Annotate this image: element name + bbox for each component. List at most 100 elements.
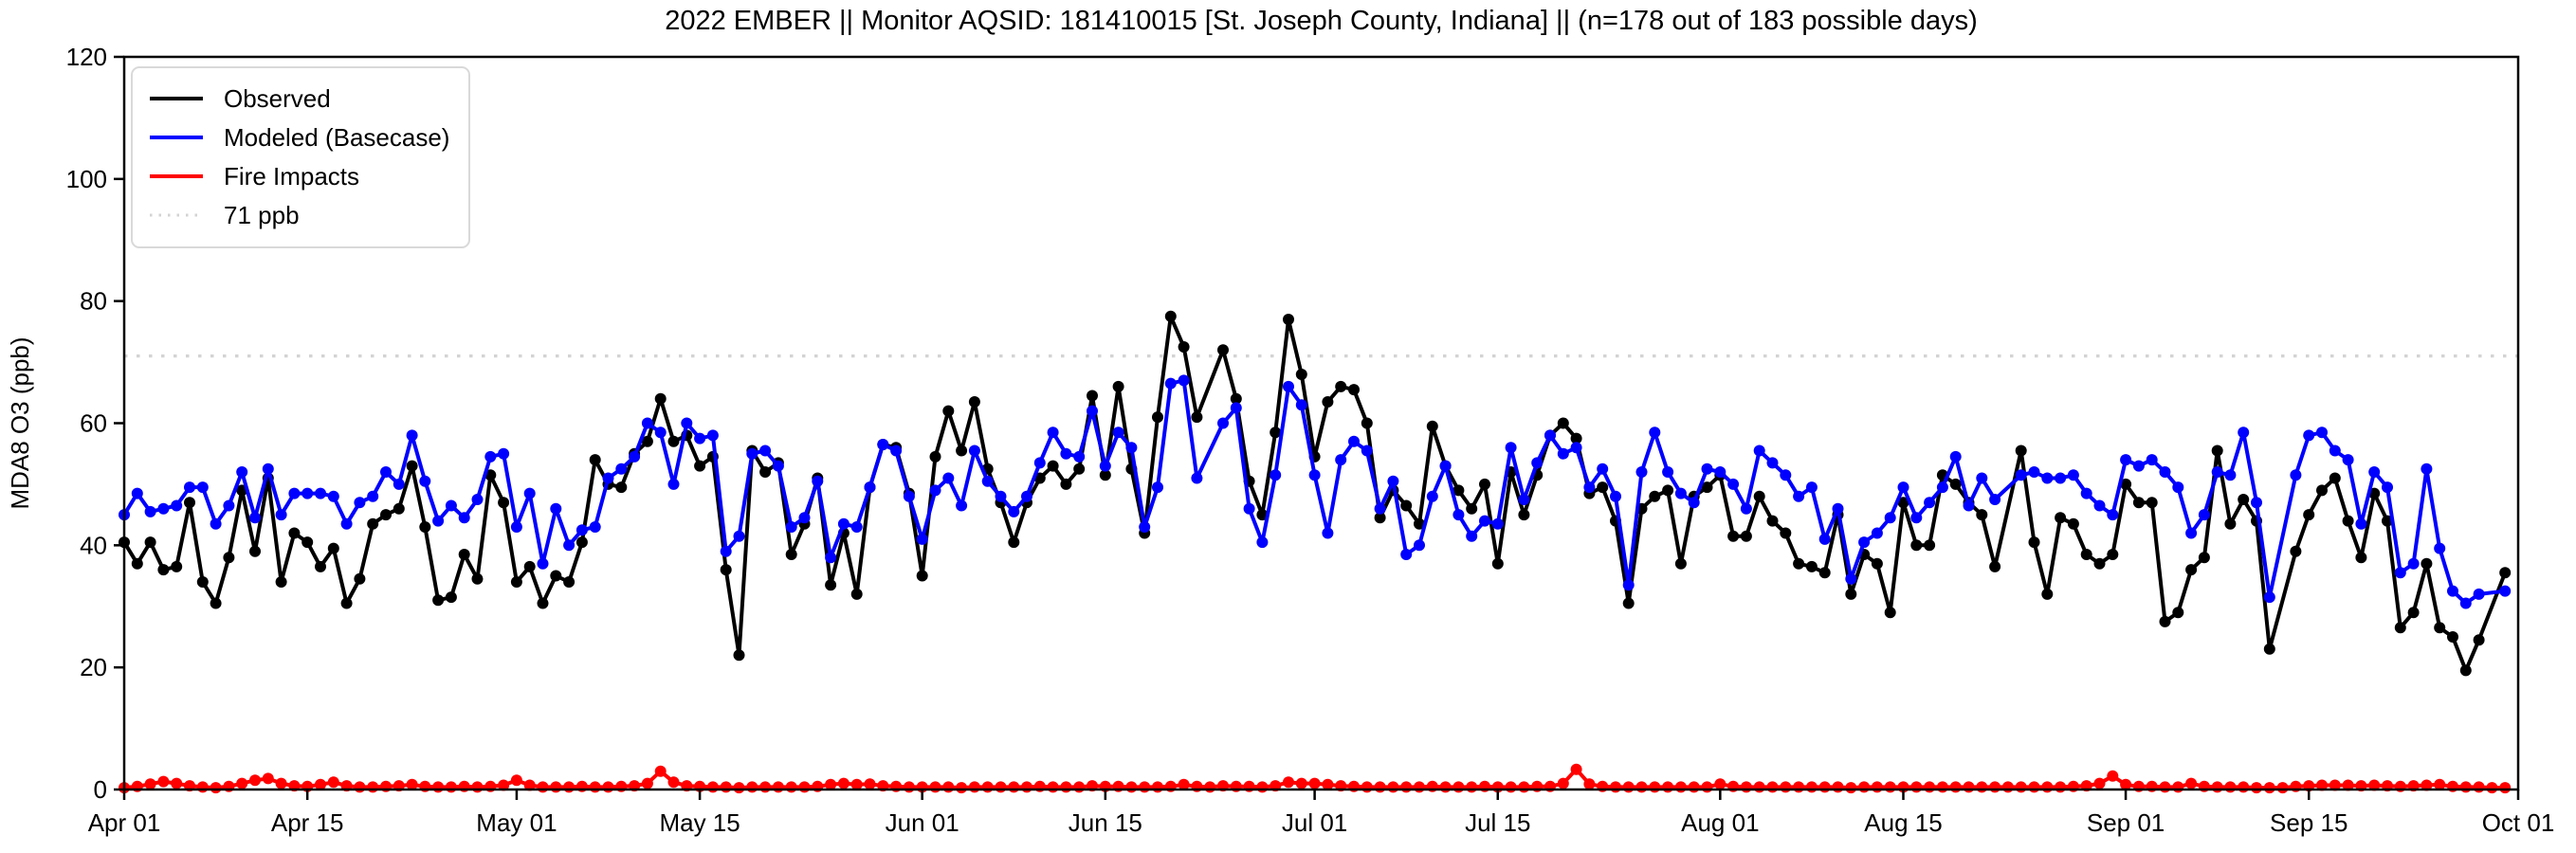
data-point [2473, 588, 2485, 600]
data-point [1936, 781, 1948, 793]
data-point [1832, 502, 1844, 515]
data-point [706, 429, 719, 442]
data-point [354, 497, 366, 509]
data-point [733, 530, 745, 542]
data-point [550, 570, 562, 582]
data-point [837, 777, 850, 789]
data-point [1989, 560, 2001, 572]
data-point [1963, 781, 1975, 793]
data-point [1112, 380, 1124, 392]
data-point [1976, 472, 1988, 484]
data-point [825, 778, 837, 790]
data-point [772, 781, 784, 793]
data-point [1348, 435, 1360, 447]
data-point [1845, 782, 1857, 794]
legend-item-fire-impacts: Fire Impacts [148, 157, 449, 196]
data-point [144, 536, 156, 549]
data-point [1164, 310, 1177, 322]
data-point [706, 781, 719, 793]
y-tick-label: 0 [94, 775, 107, 804]
data-point [1060, 447, 1072, 460]
data-point [2499, 782, 2512, 794]
data-point [498, 447, 510, 460]
data-point [1753, 781, 1765, 793]
data-point [380, 509, 392, 521]
data-point [171, 499, 183, 512]
data-point [1597, 463, 1609, 475]
data-point [575, 536, 588, 549]
data-point [2355, 517, 2367, 530]
data-point [2447, 631, 2458, 643]
data-point [157, 775, 170, 788]
data-point [1740, 781, 1752, 793]
data-point [1178, 374, 1190, 387]
data-point [1191, 472, 1203, 484]
data-point [2080, 487, 2092, 499]
data-point [1335, 454, 1347, 466]
data-point [2224, 517, 2237, 530]
data-point [1818, 533, 1831, 545]
threshold-line-swatch [150, 213, 203, 217]
data-point [1087, 390, 1098, 402]
data-point [1688, 781, 1700, 793]
data-point [157, 564, 170, 576]
data-point [942, 781, 955, 793]
data-point [1414, 781, 1425, 793]
data-point [1780, 527, 1792, 539]
data-point [1452, 484, 1465, 497]
data-point [2473, 634, 2485, 646]
data-point [1805, 781, 1818, 793]
data-point [1466, 502, 1478, 515]
data-point [2368, 779, 2381, 791]
data-point [262, 772, 274, 785]
data-point [184, 497, 195, 509]
data-point [1505, 781, 1517, 793]
data-point [275, 576, 287, 588]
legend: Observed Modeled (Basecase) Fire Impacts… [131, 66, 471, 248]
data-point [144, 505, 156, 517]
data-point [667, 776, 680, 789]
data-point [1021, 781, 1032, 793]
data-point [720, 781, 732, 793]
data-point [131, 487, 143, 499]
data-point [1610, 490, 1621, 502]
data-point [2459, 597, 2472, 609]
data-point [825, 552, 837, 564]
data-point [249, 512, 261, 524]
data-point [144, 778, 156, 790]
data-point [432, 515, 445, 527]
data-point [929, 484, 941, 497]
data-point [523, 487, 536, 499]
data-point [1924, 497, 1936, 509]
x-tick-label: Jun 15 [1069, 808, 1142, 837]
data-point [1570, 432, 1582, 445]
data-point [315, 560, 326, 572]
data-point [510, 521, 522, 533]
data-point [2041, 472, 2054, 484]
data-point [1400, 549, 1413, 560]
data-point [1374, 781, 1386, 793]
x-tick-label: May 15 [659, 808, 740, 837]
data-point [1845, 572, 1857, 585]
data-point [1387, 475, 1399, 487]
data-point [956, 445, 968, 457]
data-point [1740, 502, 1752, 515]
data-point [2238, 781, 2250, 793]
y-axis-label: MDA8 O3 (ppb) [6, 336, 34, 509]
data-point [563, 539, 575, 552]
data-point [2421, 557, 2433, 570]
data-point [2211, 781, 2223, 793]
data-point [1701, 481, 1713, 494]
data-point [354, 781, 366, 793]
data-point [850, 588, 863, 600]
data-point [1139, 521, 1151, 533]
data-point [367, 781, 379, 793]
data-point [210, 517, 222, 530]
data-point [1073, 781, 1086, 793]
data-point [615, 481, 628, 494]
data-point [1674, 487, 1687, 499]
data-point [2159, 466, 2171, 478]
data-point [1518, 781, 1530, 793]
data-point [1060, 478, 1072, 490]
data-point [2015, 469, 2027, 481]
